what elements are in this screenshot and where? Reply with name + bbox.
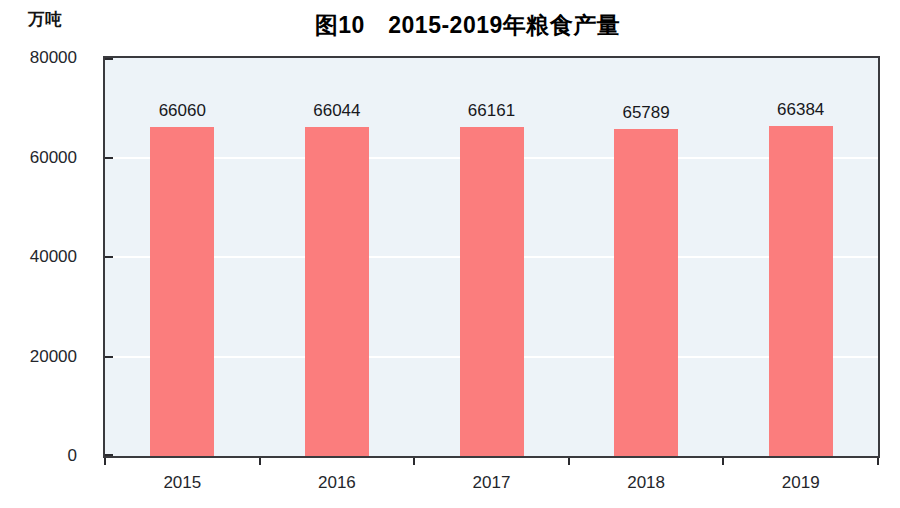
- y-tick-label: 60000: [7, 148, 77, 168]
- y-tick-mark: [105, 356, 113, 358]
- chart-title: 图10 2015-2019年粮食产量: [35, 10, 900, 41]
- y-tick-label: 20000: [7, 347, 77, 367]
- x-tick-label: 2015: [132, 473, 232, 493]
- x-tick-mark: [413, 458, 415, 465]
- plot-area: 66060 66044 66161 65789 66384: [103, 56, 880, 458]
- bar-2017: [460, 127, 524, 456]
- x-tick-mark: [722, 458, 724, 465]
- bar-value-label: 66044: [292, 101, 382, 121]
- y-tick-mark: [105, 58, 113, 60]
- x-tick-label: 2017: [442, 473, 542, 493]
- x-tick-mark: [104, 458, 106, 465]
- chart-figure: 万吨 图10 2015-2019年粮食产量 020000400006000080…: [0, 0, 900, 508]
- x-tick-mark: [259, 458, 261, 465]
- bar-2016: [305, 127, 369, 456]
- x-tick-label: 2019: [751, 473, 851, 493]
- bar-value-label: 66384: [756, 100, 846, 120]
- y-tick-mark: [105, 454, 113, 456]
- x-tick-mark: [568, 458, 570, 465]
- bar-2019: [769, 126, 833, 456]
- x-tick-label: 2016: [287, 473, 387, 493]
- bar-value-label: 66161: [447, 101, 537, 121]
- y-tick-mark: [105, 157, 113, 159]
- x-tick-mark: [877, 458, 879, 465]
- bar-value-label: 65789: [601, 103, 691, 123]
- bar-value-label: 66060: [137, 101, 227, 121]
- y-tick-label: 40000: [7, 247, 77, 267]
- y-tick-label: 0: [7, 446, 77, 466]
- bar-2018: [614, 129, 678, 456]
- bar-2015: [150, 127, 214, 456]
- y-tick-label: 80000: [7, 48, 77, 68]
- x-tick-label: 2018: [596, 473, 696, 493]
- y-tick-mark: [105, 256, 113, 258]
